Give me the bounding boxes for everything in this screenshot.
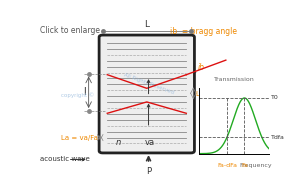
Text: La' = va / (Fa+dFa): La' = va / (Fa+dFa): [196, 90, 262, 97]
FancyBboxPatch shape: [99, 35, 194, 153]
Text: l: l: [84, 87, 86, 97]
Text: va: va: [145, 138, 155, 147]
Text: P: P: [146, 167, 151, 176]
Text: Click to enlarge: Click to enlarge: [40, 26, 100, 35]
Text: n: n: [116, 138, 121, 147]
Text: La = va/Fa: La = va/Fa: [61, 135, 98, 141]
Text: copyright ©: copyright ©: [61, 93, 94, 98]
Text: All Rights Reserved: All Rights Reserved: [123, 72, 175, 95]
Text: L: L: [144, 19, 149, 29]
Text: ib  = bragg angle: ib = bragg angle: [170, 27, 237, 36]
Text: ib: ib: [198, 63, 205, 72]
Text: acoustic wave: acoustic wave: [40, 156, 90, 163]
